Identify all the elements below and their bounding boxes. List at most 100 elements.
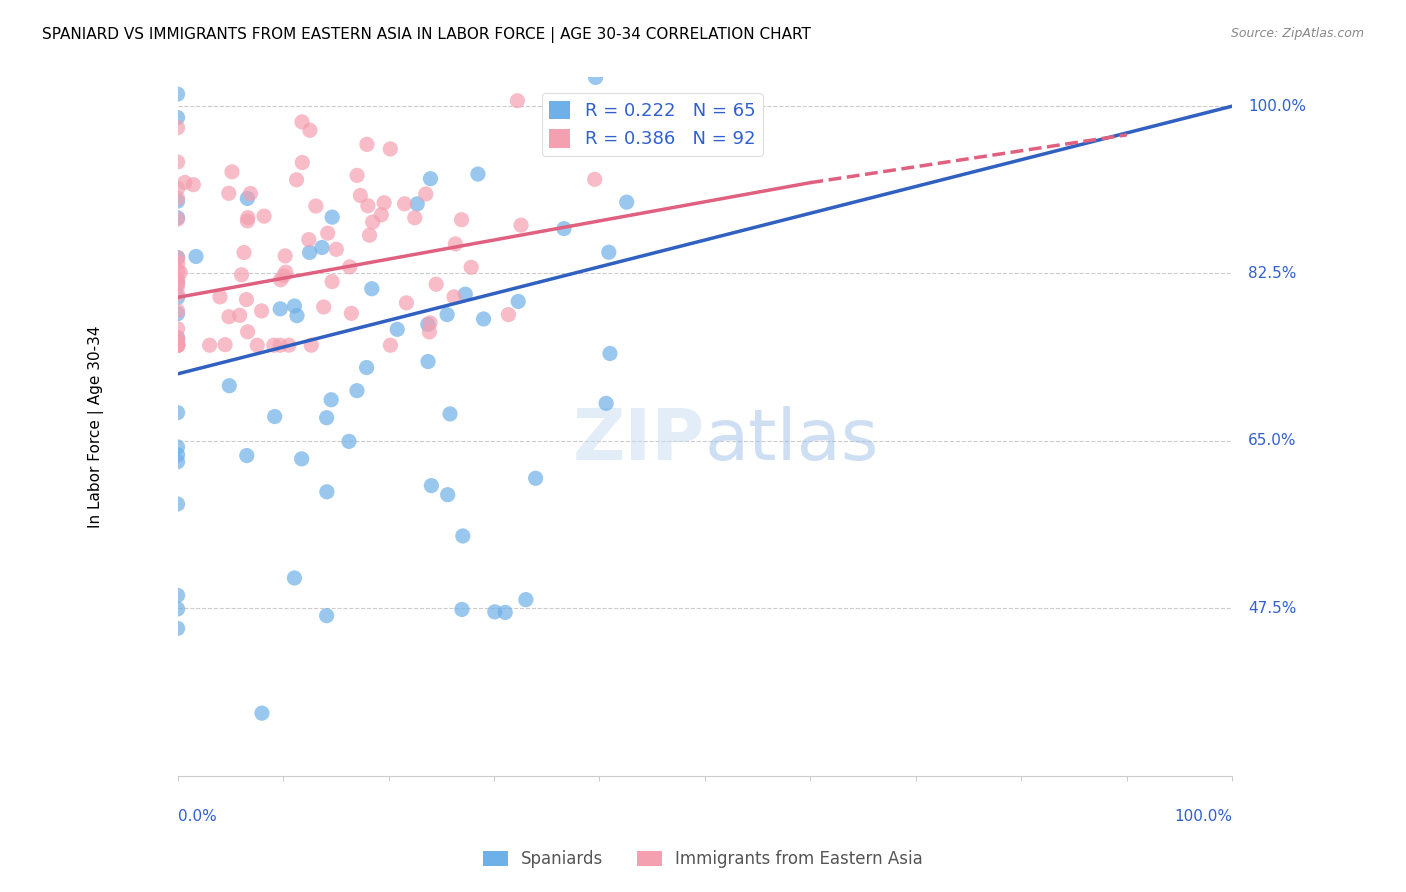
Point [291, 155, 314, 169]
Point [221, 165, 243, 179]
Point [298, 123, 321, 137]
Point [506, 94, 529, 108]
Point [356, 137, 378, 152]
Point [598, 245, 620, 260]
Point [166, 181, 188, 195]
Point [166, 194, 188, 208]
Point [166, 191, 188, 205]
Point [166, 588, 188, 602]
Point [467, 167, 489, 181]
Point [269, 301, 291, 316]
Point [346, 384, 368, 398]
Point [359, 228, 381, 243]
Point [166, 338, 188, 352]
Point [316, 226, 339, 240]
Point [311, 240, 333, 254]
Point [418, 325, 440, 339]
Point [166, 338, 188, 352]
Point [166, 331, 188, 345]
Point [166, 279, 188, 293]
Point [166, 621, 188, 635]
Point [166, 440, 188, 454]
Point [285, 173, 308, 187]
Point [425, 277, 447, 292]
Point [166, 338, 188, 352]
Point [166, 338, 188, 352]
Point [406, 197, 429, 211]
Point [299, 338, 322, 352]
Point [508, 294, 530, 309]
Point [524, 471, 547, 485]
Point [166, 334, 188, 348]
Point [166, 455, 188, 469]
Point [231, 268, 253, 282]
Point [361, 215, 384, 229]
Point [214, 337, 236, 351]
Point [380, 142, 402, 156]
Point [325, 242, 347, 256]
Point [166, 303, 188, 318]
Point [340, 306, 363, 320]
Point [346, 169, 368, 183]
Point [166, 448, 188, 462]
Point [339, 260, 361, 274]
Point [415, 186, 437, 201]
Text: 82.5%: 82.5% [1249, 266, 1296, 281]
Point [357, 199, 380, 213]
Point [420, 478, 443, 492]
Point [395, 296, 418, 310]
Point [166, 272, 188, 286]
Point [273, 268, 295, 283]
Point [510, 218, 533, 232]
Point [616, 195, 638, 210]
Point [166, 602, 188, 616]
Point [239, 186, 262, 201]
Point [236, 211, 259, 225]
Point [451, 529, 474, 543]
Point [581, 112, 603, 126]
Point [321, 392, 343, 407]
Point [166, 338, 188, 352]
Point [515, 592, 537, 607]
Point [360, 282, 382, 296]
Point [283, 571, 305, 585]
Point [208, 290, 231, 304]
Text: 100.0%: 100.0% [1174, 809, 1232, 824]
Point [166, 287, 188, 301]
Point [218, 310, 240, 324]
Point [454, 287, 477, 301]
Point [198, 338, 221, 352]
Point [166, 212, 188, 227]
Point [404, 211, 426, 225]
Point [451, 602, 474, 616]
Point [235, 293, 257, 307]
Point [236, 325, 259, 339]
Point [285, 309, 308, 323]
Point [277, 338, 299, 352]
Point [270, 273, 292, 287]
Point [166, 155, 188, 169]
Point [250, 304, 273, 318]
Text: SPANIARD VS IMMIGRANTS FROM EASTERN ASIA IN LABOR FORCE | AGE 30-34 CORRELATION : SPANIARD VS IMMIGRANTS FROM EASTERN ASIA… [42, 27, 811, 43]
Point [484, 605, 506, 619]
Point [583, 172, 606, 186]
Legend: Spaniards, Immigrants from Eastern Asia: Spaniards, Immigrants from Eastern Asia [477, 844, 929, 875]
Point [169, 265, 191, 279]
Point [450, 212, 472, 227]
Point [419, 171, 441, 186]
Point [236, 214, 259, 228]
Point [166, 338, 188, 352]
Point [166, 338, 188, 352]
Point [315, 484, 337, 499]
Text: ZIP: ZIP [572, 407, 704, 475]
Point [443, 290, 465, 304]
Text: 100.0%: 100.0% [1249, 99, 1306, 113]
Point [291, 451, 314, 466]
Point [394, 196, 416, 211]
Point [472, 312, 495, 326]
Point [166, 338, 188, 352]
Point [166, 264, 188, 278]
Point [166, 321, 188, 335]
Point [305, 199, 328, 213]
Point [166, 406, 188, 420]
